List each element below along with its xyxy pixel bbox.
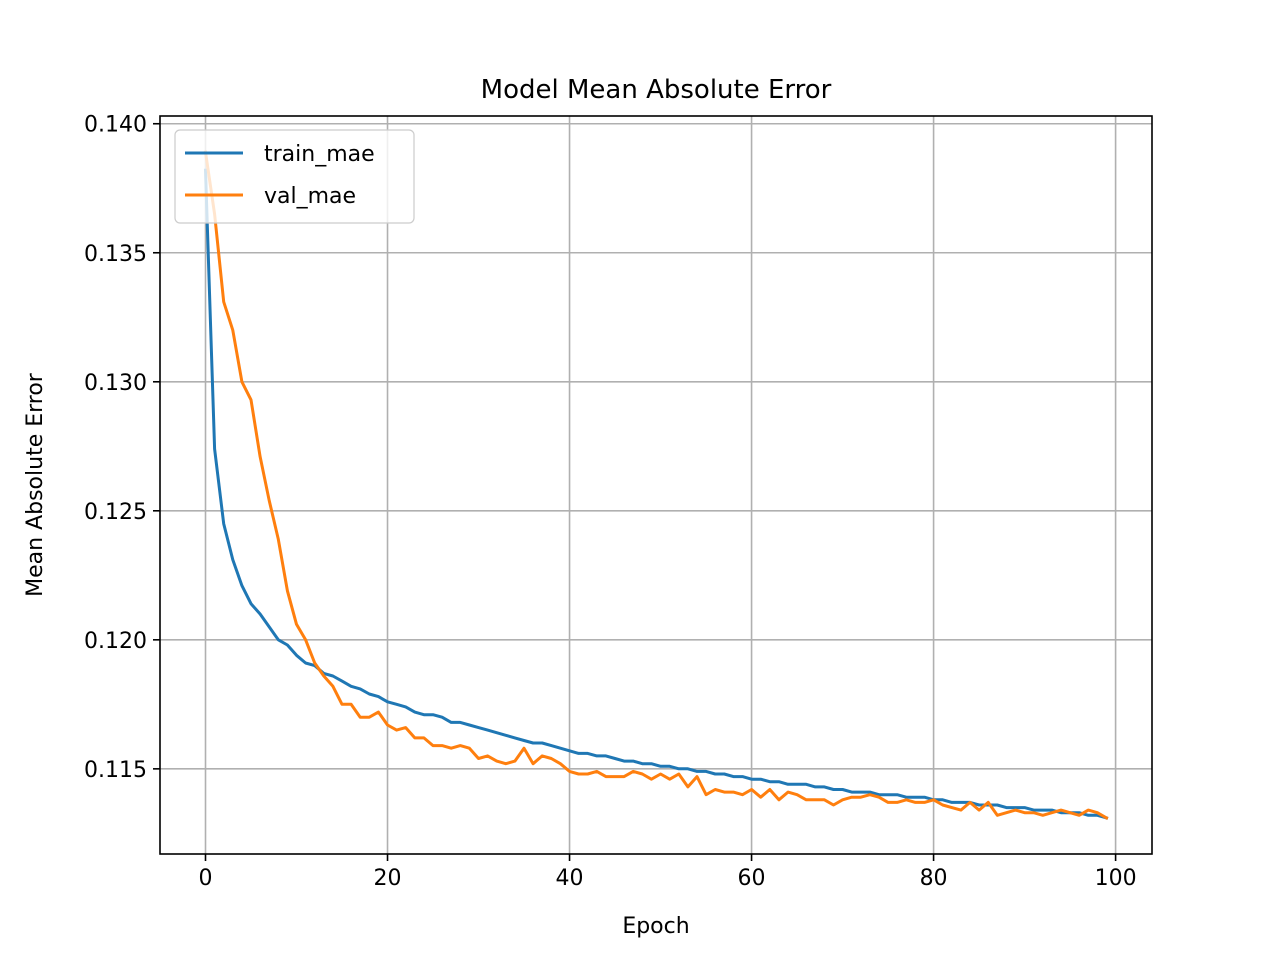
legend-label-val-mae: val_mae [264, 184, 356, 209]
x-axis-label: Epoch [622, 914, 689, 939]
legend-label-train-mae: train_mae [264, 142, 375, 167]
x-tick-label: 40 [556, 866, 584, 891]
y-axis-label: Mean Absolute Error [23, 372, 48, 597]
x-tick-label: 20 [374, 866, 402, 891]
y-tick-label: 0.125 [84, 500, 147, 525]
x-tick-label: 60 [738, 866, 766, 891]
x-tick-label: 100 [1095, 866, 1137, 891]
series-lines [203, 150, 1109, 820]
y-tick-label: 0.140 [84, 113, 147, 138]
y-tick-label: 0.135 [84, 242, 147, 267]
y-tick-label: 0.120 [84, 629, 147, 654]
x-tick-label: 0 [199, 866, 213, 891]
plot-area-frame [159, 115, 1153, 855]
x-tick-label: 80 [920, 866, 948, 891]
y-tick-label: 0.130 [84, 371, 147, 396]
chart-title: Model Mean Absolute Error [481, 75, 832, 105]
series-line-val-mae [203, 150, 1109, 820]
axis-ticks: 0 20 40 60 80 100 0.115 0.120 0.125 0.130 0.135 0.1… [84, 113, 1137, 891]
legend: train_mae val_mae [174, 129, 415, 224]
y-tick-label: 0.115 [84, 758, 147, 783]
series-line-train-mae [203, 168, 1109, 820]
grid [160, 116, 1152, 854]
